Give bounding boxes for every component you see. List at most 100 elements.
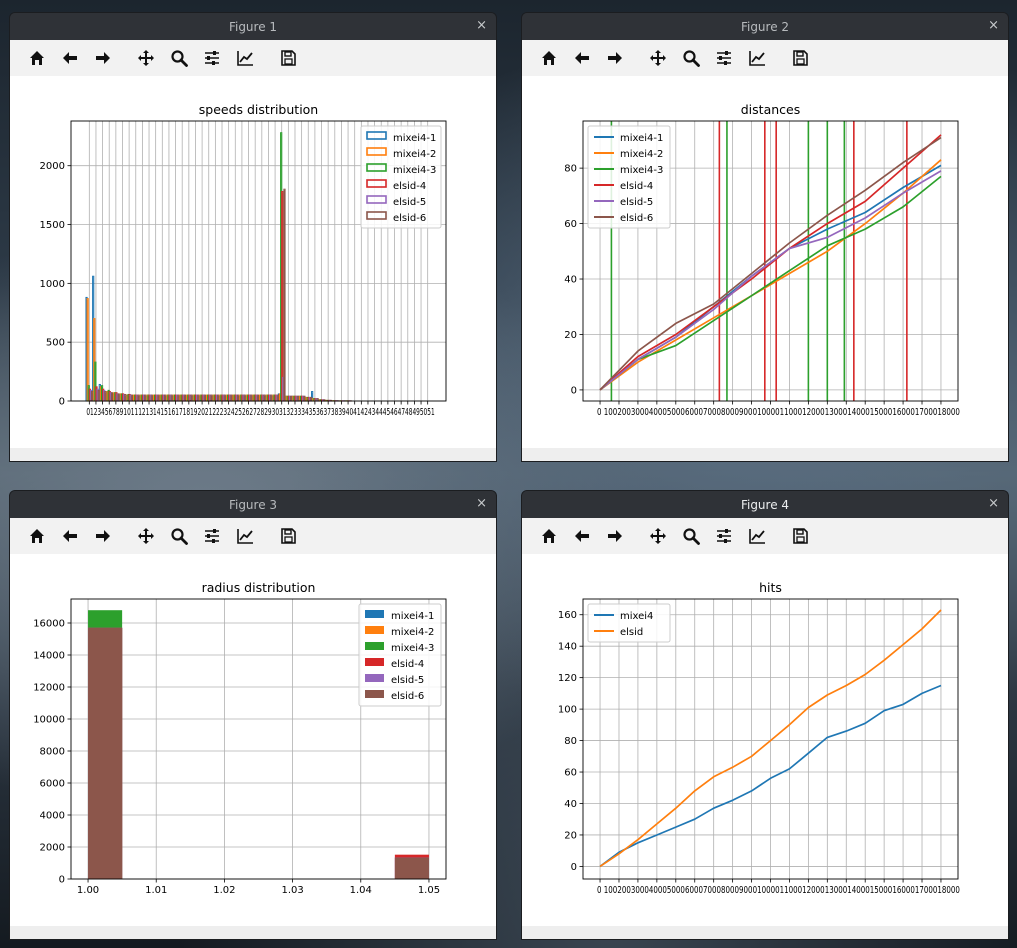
y-tick-label: 16000 [33, 619, 65, 630]
pan-move-icon [649, 528, 666, 544]
window-title: Figure 3 [228, 497, 278, 512]
home-icon [541, 51, 556, 65]
figure-2-window: Figure 2 × distances 0 20 40 60 80 0 100200300… [522, 13, 1008, 461]
save-button[interactable] [783, 521, 816, 551]
chart-title: radius distribution [202, 580, 316, 595]
legend-label: mixei4-2 [391, 627, 434, 638]
pan-move-button[interactable] [129, 521, 162, 551]
legend-label: elsid-6 [393, 213, 426, 224]
edit-axis-button[interactable] [740, 43, 773, 73]
edit-axis-icon [748, 529, 765, 544]
edit-axis-icon [748, 51, 765, 66]
window-titlebar[interactable]: Figure 2 × [522, 13, 1008, 40]
legend-swatch [366, 195, 387, 204]
forward-arrow-button[interactable] [86, 521, 119, 551]
y-tick-label: 4000 [40, 811, 65, 822]
close-icon[interactable]: × [988, 18, 999, 33]
chart-legend: mixei4-1 mixei4-2 mixei4-3 elsid-4 elsid-5 el… [587, 125, 671, 229]
y-tick-label: 6000 [40, 779, 65, 790]
save-icon [792, 528, 808, 544]
legend-label: mixei4-2 [393, 149, 436, 160]
legend-swatch [366, 211, 387, 220]
window-titlebar[interactable]: Figure 4 × [522, 491, 1008, 518]
hits-chart: hits 0 20 40 60 80 100 120 140 160 0 1002003000400… [558, 580, 960, 896]
window-title: Figure 2 [740, 19, 790, 34]
pan-move-icon [137, 50, 154, 66]
save-button[interactable] [271, 521, 304, 551]
x-tick-labels: 0123456789101112131415161718192021222324… [86, 407, 434, 418]
zoom-button[interactable] [674, 43, 707, 73]
home-button[interactable] [20, 521, 53, 551]
edit-axis-button[interactable] [228, 521, 261, 551]
legend-swatch [365, 658, 384, 666]
x-tick-label: 1.05 [418, 885, 440, 896]
y-tick-label: 120 [558, 673, 577, 684]
figure-canvas[interactable]: radius distribution 1.00 1.01 1.02 1.03 1.04 1… [10, 554, 496, 926]
edit-axis-button[interactable] [740, 521, 773, 551]
configure-subplots-button[interactable] [195, 521, 228, 551]
zoom-button[interactable] [674, 521, 707, 551]
back-arrow-button[interactable] [565, 521, 598, 551]
y-tick-label: 160 [558, 610, 577, 621]
save-button[interactable] [783, 43, 816, 73]
back-arrow-button[interactable] [53, 43, 86, 73]
status-bar [10, 926, 496, 939]
histogram-bar [88, 627, 123, 879]
legend-swatch [366, 179, 387, 188]
forward-arrow-icon [607, 52, 622, 64]
zoom-icon [682, 50, 700, 67]
pan-move-button[interactable] [129, 43, 162, 73]
forward-arrow-button[interactable] [598, 521, 631, 551]
status-bar [522, 448, 1008, 461]
pan-move-button[interactable] [641, 521, 674, 551]
home-button[interactable] [532, 521, 565, 551]
figure-canvas[interactable]: speeds distribution 0 500 1000 1500 2000 01234… [10, 76, 496, 448]
configure-subplots-button[interactable] [195, 43, 228, 73]
home-button[interactable] [20, 43, 53, 73]
legend-swatch [365, 610, 384, 618]
y-tick-label: 500 [46, 338, 65, 349]
chart-title: distances [741, 102, 800, 117]
edit-axis-button[interactable] [228, 43, 261, 73]
forward-arrow-button[interactable] [86, 43, 119, 73]
configure-subplots-icon [204, 529, 219, 543]
back-arrow-icon [574, 530, 589, 542]
legend-label: elsid-5 [391, 675, 424, 686]
status-bar [10, 448, 496, 461]
series-line [599, 609, 942, 868]
legend-label: mixei4-1 [620, 133, 663, 144]
figure-3-window: Figure 3 × radius distribution 1.00 1.01 1.… [10, 491, 496, 939]
zoom-button[interactable] [162, 521, 195, 551]
zoom-button[interactable] [162, 43, 195, 73]
x-tick-label: 1.00 [77, 885, 99, 896]
forward-arrow-button[interactable] [598, 43, 631, 73]
series-line [599, 136, 942, 391]
series-line [599, 134, 942, 391]
back-arrow-button[interactable] [565, 43, 598, 73]
figure-canvas[interactable]: distances 0 20 40 60 80 0 10020030004000500060… [522, 76, 1008, 448]
window-titlebar[interactable]: Figure 3 × [10, 491, 496, 518]
x-tick-label: 1.01 [145, 885, 167, 896]
back-arrow-button[interactable] [53, 521, 86, 551]
close-icon[interactable]: × [476, 496, 487, 511]
figure-canvas[interactable]: hits 0 20 40 60 80 100 120 140 160 0 1002003000400… [522, 554, 1008, 926]
y-tick-label: 80 [564, 164, 577, 175]
window-titlebar[interactable]: Figure 1 × [10, 13, 496, 40]
save-button[interactable] [271, 43, 304, 73]
close-icon[interactable]: × [476, 18, 487, 33]
forward-arrow-icon [95, 530, 110, 542]
close-icon[interactable]: × [988, 496, 999, 511]
y-tick-label: 40 [564, 799, 577, 810]
y-tick-label: 20 [564, 330, 577, 341]
series-line [599, 175, 942, 391]
configure-subplots-button[interactable] [707, 43, 740, 73]
pan-move-button[interactable] [641, 43, 674, 73]
legend-label: mixei4-1 [391, 611, 434, 622]
configure-subplots-button[interactable] [707, 521, 740, 551]
home-button[interactable] [532, 43, 565, 73]
legend-label: elsid-5 [620, 197, 653, 208]
legend-label: elsid-4 [391, 659, 424, 670]
legend-label: elsid-4 [620, 181, 653, 192]
series-line [599, 159, 942, 391]
series-line [599, 684, 942, 868]
